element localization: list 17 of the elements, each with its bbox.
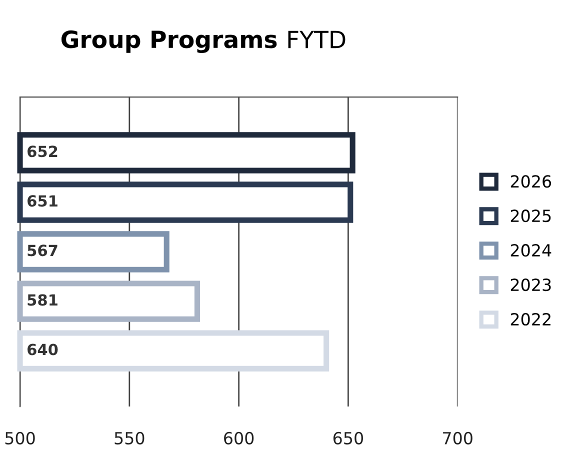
data-label: 652 (28, 146, 58, 158)
x-tick-label: 700 (443, 432, 472, 444)
legend-label: 2022 (510, 312, 550, 326)
x-tick-label: 650 (333, 432, 364, 444)
data-label: 567 (28, 244, 58, 256)
data-label: 651 (28, 195, 58, 207)
x-tick-label: 500 (5, 432, 35, 444)
data-label: 581 (28, 294, 58, 306)
x-tick-label: 550 (114, 432, 144, 444)
legend-label: 2023 (510, 278, 551, 292)
data-label: 640 (28, 344, 58, 356)
chart-title: Group Programs (61, 30, 277, 54)
legend-label: 2026 (510, 175, 552, 188)
chart-subtitle: FYTD (288, 30, 346, 48)
x-tick-label: 600 (224, 432, 254, 444)
legend-label: 2025 (510, 210, 551, 222)
legend-label: 2024 (510, 244, 552, 257)
